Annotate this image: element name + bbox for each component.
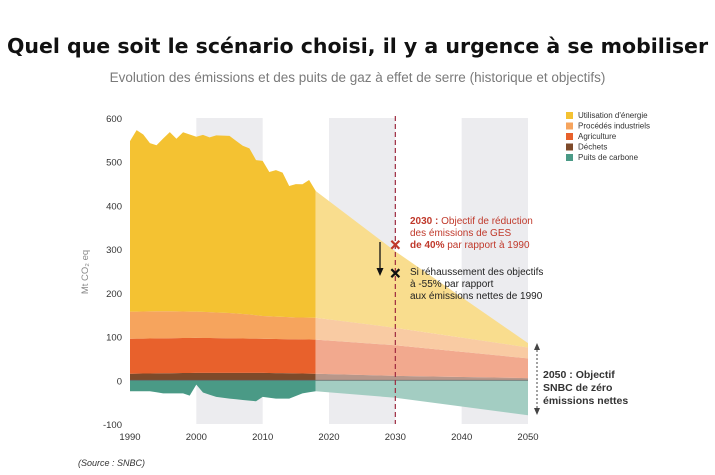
area-procedes-industriels-projection bbox=[315, 317, 528, 359]
x-tick-label: 2040 bbox=[451, 432, 472, 443]
y-tick-label: 200 bbox=[106, 289, 122, 300]
area-utilisation-d-energie-projection bbox=[315, 191, 528, 348]
chart-title: Evolution des émissions et des puits de … bbox=[109, 70, 606, 85]
legend-label-dechets: Déchets bbox=[578, 143, 607, 152]
axes: -100 0 100 200 300 400 500 600 1990 2000 2010 2020 2… bbox=[80, 114, 539, 443]
legend-swatch-puits-de-carbone bbox=[566, 154, 573, 161]
legend-label-procedes-industriels: Procédés industriels bbox=[578, 122, 650, 131]
page-headline: Quel que soit le scénario choisi, il y a… bbox=[6, 34, 709, 58]
x-tick-label: 2010 bbox=[252, 432, 273, 443]
y-tick-label: 0 bbox=[117, 376, 122, 387]
y-tick-label: 600 bbox=[106, 114, 122, 125]
area-agriculture-historique bbox=[130, 337, 316, 374]
area-dechets-projection bbox=[315, 373, 528, 381]
y-tick-label: 400 bbox=[106, 201, 122, 212]
x-tick-label: 2020 bbox=[318, 432, 339, 443]
area-puits-de-carbone-historique bbox=[130, 380, 316, 402]
marker-objectif-55 bbox=[390, 268, 401, 278]
range-arrow-up-icon bbox=[534, 343, 540, 350]
legend-swatch-dechets bbox=[566, 143, 573, 151]
legend-swatch-procedes-industriels bbox=[566, 122, 573, 130]
arrow-head-icon bbox=[376, 268, 384, 276]
source-note: (Source : SNBC) bbox=[78, 458, 146, 468]
area-procedes-industriels-historique bbox=[130, 311, 316, 340]
x-tick-label: 2030 bbox=[385, 432, 406, 443]
area-puits-de-carbone-projection bbox=[315, 380, 528, 416]
annotation-2050: 2050 : Objectif SNBC de zéro émissions net… bbox=[543, 369, 628, 407]
area-utilisation-d-energie-historique bbox=[130, 130, 316, 318]
legend: Utilisation d'énergie Procédés industriel… bbox=[566, 111, 650, 162]
y-tick-label: 100 bbox=[106, 333, 122, 344]
legend-swatch-utilisation-d-energie bbox=[566, 112, 573, 119]
area-dechets-historique bbox=[130, 372, 316, 381]
x-tick-label: 2000 bbox=[186, 432, 207, 443]
legend-label-agriculture: Agriculture bbox=[578, 132, 617, 141]
annotation-55: Si réhaussement des objectifs à -55% par … bbox=[410, 267, 543, 302]
annotations: 2030 : Objectif de réduction des émission… bbox=[376, 116, 628, 424]
marker-objectif-2030 bbox=[390, 239, 401, 250]
y-axis-label: Mt CO₂ eq bbox=[80, 250, 91, 294]
area-agriculture-projection bbox=[315, 339, 528, 379]
legend-label-utilisation-d-energie: Utilisation d'énergie bbox=[578, 111, 648, 120]
stacked-areas bbox=[130, 130, 528, 416]
legend-swatch-agriculture bbox=[566, 133, 573, 140]
y-tick-label: -100 bbox=[103, 420, 122, 431]
annotation-2030: 2030 : Objectif de réduction des émission… bbox=[410, 216, 533, 251]
x-tick-label: 1990 bbox=[119, 432, 140, 443]
range-arrow-down-icon bbox=[534, 408, 540, 415]
y-tick-label: 300 bbox=[106, 245, 122, 256]
legend-label-puits-de-carbone: Puits de carbone bbox=[578, 153, 639, 162]
x-tick-label: 2050 bbox=[517, 432, 538, 443]
y-tick-label: 500 bbox=[106, 158, 122, 169]
